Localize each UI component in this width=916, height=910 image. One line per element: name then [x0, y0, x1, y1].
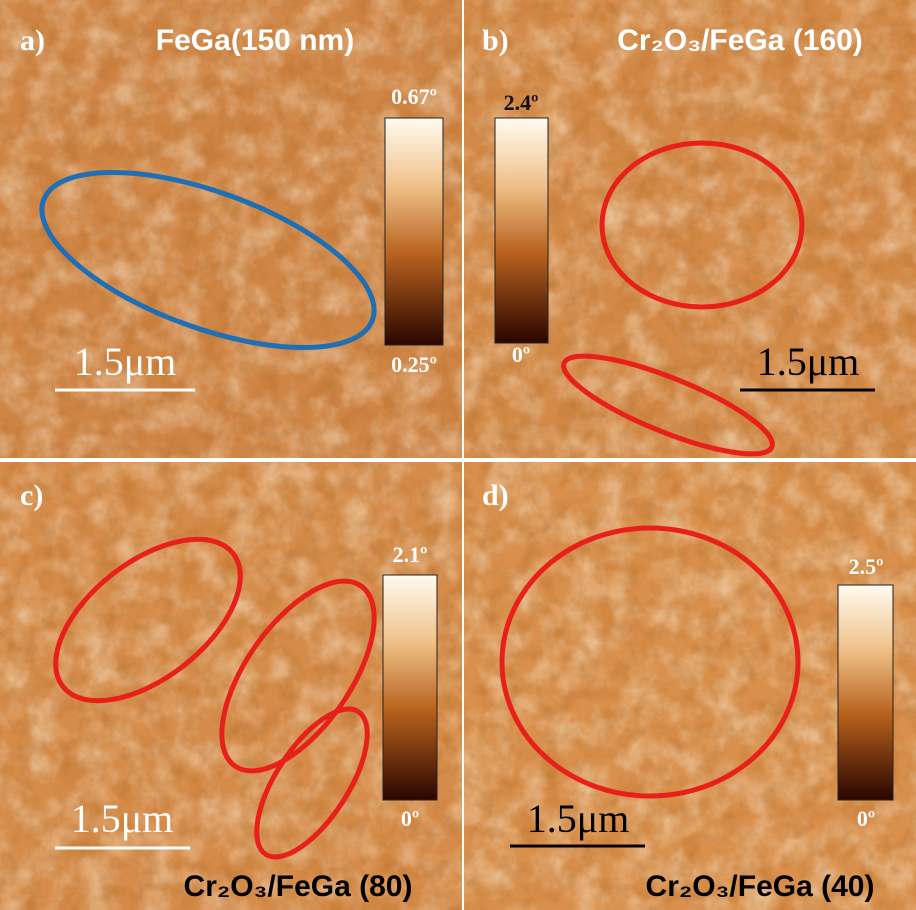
colorbar — [383, 575, 437, 800]
panel-label: a) — [20, 24, 45, 57]
panel-title: Cr₂O₃/FeGa (40) — [646, 870, 875, 903]
panel-title: Cr₂O₃/FeGa (80) — [184, 870, 413, 903]
colorbar-max: 2.4º — [504, 90, 539, 115]
divider — [462, 0, 464, 910]
panel-label: d) — [482, 479, 509, 512]
colorbar — [385, 118, 443, 345]
scale-bar-label: 1.5μm — [74, 339, 177, 384]
panel-title: Cr₂O₃/FeGa (160) — [617, 24, 863, 57]
colorbar-max: 2.1º — [393, 542, 428, 567]
scale-bar-label: 1.5μm — [757, 339, 860, 384]
colorbar-max: 2.5º — [849, 554, 884, 579]
colorbar-min: 0º — [401, 806, 419, 831]
panel-label: b) — [482, 24, 509, 57]
figure: a) FeGa(150 nm) 0.67º 0.25º 1.5μm b) Cr₂… — [0, 0, 916, 910]
divider — [0, 458, 916, 462]
colorbar — [495, 118, 548, 343]
texture-dark — [0, 0, 916, 910]
colorbar-min: 0º — [857, 806, 875, 831]
colorbar-min: 0º — [512, 342, 530, 367]
colorbar — [838, 585, 893, 800]
scale-bar-label: 1.5μm — [71, 796, 174, 841]
panel-title: FeGa(150 nm) — [156, 24, 354, 57]
scale-bar-label: 1.5μm — [527, 796, 630, 841]
panel-label: c) — [20, 479, 43, 512]
colorbar-min: 0.25º — [391, 352, 437, 377]
colorbar-max: 0.67º — [391, 84, 437, 109]
panel-images — [0, 0, 916, 910]
